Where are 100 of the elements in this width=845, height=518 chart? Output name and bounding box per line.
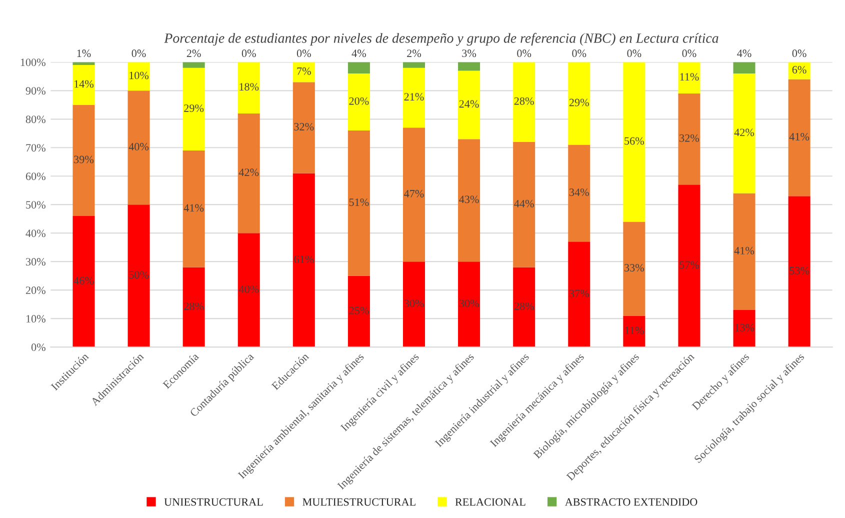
bar bbox=[568, 242, 590, 348]
data-label: 21% bbox=[404, 93, 424, 101]
data-label: 28% bbox=[514, 302, 534, 310]
bar bbox=[128, 62, 150, 91]
bar bbox=[513, 62, 536, 142]
data-label: 11% bbox=[625, 326, 644, 334]
bar bbox=[402, 262, 425, 348]
bar bbox=[348, 74, 370, 131]
data-label: 0% bbox=[242, 50, 256, 58]
data-label: 50% bbox=[129, 271, 149, 279]
bar bbox=[72, 216, 95, 348]
data-label: 4% bbox=[737, 50, 752, 58]
bar bbox=[238, 113, 260, 234]
data-label: 47% bbox=[404, 190, 424, 198]
data-label: 28% bbox=[184, 302, 204, 310]
data-label: 32% bbox=[680, 134, 700, 142]
bar bbox=[678, 62, 700, 94]
bar bbox=[678, 184, 700, 348]
data-label: 32% bbox=[294, 122, 314, 131]
data-label: 42% bbox=[238, 168, 259, 176]
bar bbox=[458, 70, 480, 140]
bar bbox=[348, 130, 370, 276]
data-label: 33% bbox=[624, 264, 644, 272]
data-label: 53% bbox=[790, 266, 810, 274]
legend-label: MULTIESTRUCTURAL bbox=[302, 498, 416, 506]
bar bbox=[182, 68, 205, 150]
data-label: 39% bbox=[74, 156, 94, 164]
bar bbox=[733, 62, 756, 74]
data-label: 20% bbox=[349, 97, 369, 105]
data-label: 28% bbox=[514, 97, 534, 105]
bar bbox=[733, 193, 756, 310]
data-label: 24% bbox=[459, 100, 479, 108]
bar bbox=[72, 104, 95, 216]
data-label: 61% bbox=[294, 255, 314, 263]
y-tick-label: 0% bbox=[31, 344, 46, 352]
data-label: 30% bbox=[404, 300, 424, 308]
data-label: 0% bbox=[572, 50, 586, 58]
data-label: 18% bbox=[240, 83, 259, 91]
data-label: 0% bbox=[132, 50, 146, 58]
bar bbox=[238, 233, 260, 348]
data-label: 10% bbox=[130, 72, 149, 80]
data-label: 2% bbox=[186, 50, 201, 58]
data-label: 29% bbox=[569, 98, 589, 106]
bar bbox=[348, 276, 370, 348]
y-tick-label: 20% bbox=[26, 286, 46, 294]
legend-label: ABSTRACTO EXTENDIDO bbox=[564, 498, 698, 506]
y-tick-label: 40% bbox=[26, 230, 46, 238]
bar bbox=[182, 62, 205, 68]
bar bbox=[348, 62, 370, 74]
bar bbox=[402, 128, 425, 262]
bar bbox=[733, 74, 756, 194]
y-tick-label: 60% bbox=[26, 172, 46, 180]
bar bbox=[788, 196, 810, 348]
data-label: 13% bbox=[735, 324, 754, 332]
bar bbox=[292, 173, 315, 348]
y-tick-label: 70% bbox=[26, 144, 46, 152]
data-label: 0% bbox=[682, 50, 696, 58]
data-label: 57% bbox=[680, 261, 700, 269]
bar bbox=[72, 65, 95, 105]
bar bbox=[402, 62, 425, 68]
bar bbox=[788, 62, 810, 80]
bar bbox=[458, 139, 480, 262]
bar bbox=[182, 150, 205, 268]
bar bbox=[623, 316, 646, 348]
data-label: 6% bbox=[792, 66, 806, 74]
bar bbox=[623, 222, 646, 316]
data-label: 46% bbox=[74, 276, 94, 284]
bar bbox=[458, 62, 480, 71]
data-label: 41% bbox=[789, 132, 810, 140]
data-label: 56% bbox=[624, 137, 644, 145]
bar bbox=[182, 267, 205, 348]
y-tick-label: 100% bbox=[20, 58, 46, 66]
legend-label: UNIESTRUCTURAL bbox=[164, 498, 263, 506]
bar bbox=[568, 62, 590, 145]
data-label: 51% bbox=[349, 198, 369, 206]
y-tick-label: 80% bbox=[26, 116, 46, 124]
bar bbox=[128, 90, 150, 205]
chart-title: Porcentaje de estudiantes por niveles de desempeño y grupo de referencia (NBC) en Lectura crítica bbox=[164, 32, 718, 46]
bar bbox=[733, 310, 756, 348]
data-label: 41% bbox=[184, 204, 204, 212]
data-label: 41% bbox=[734, 246, 754, 254]
data-label: 7% bbox=[297, 67, 311, 75]
bar bbox=[788, 79, 810, 196]
bar bbox=[513, 142, 536, 268]
data-label: 34% bbox=[569, 188, 589, 196]
y-tick-label: 50% bbox=[26, 201, 46, 209]
data-label: 43% bbox=[459, 196, 479, 204]
y-tick-label: 30% bbox=[26, 258, 46, 266]
bar bbox=[513, 267, 536, 348]
bar bbox=[623, 62, 646, 222]
data-label: 0% bbox=[296, 50, 311, 58]
data-label: 44% bbox=[514, 200, 534, 208]
bar bbox=[238, 62, 260, 114]
data-label: 40% bbox=[128, 142, 149, 150]
bar bbox=[568, 144, 590, 242]
y-tick-label: 10% bbox=[26, 315, 46, 323]
data-label: 30% bbox=[459, 300, 479, 308]
y-tick-label: 90% bbox=[26, 87, 46, 95]
data-label: 0% bbox=[792, 50, 806, 58]
bar bbox=[458, 262, 480, 348]
